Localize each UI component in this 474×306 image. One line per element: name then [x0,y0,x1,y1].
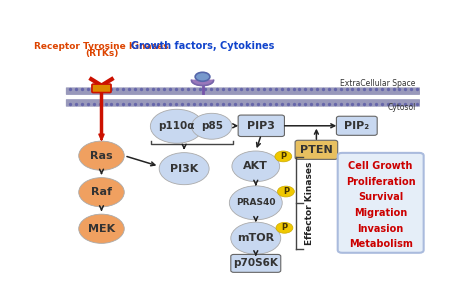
Text: p70S6K: p70S6K [233,258,278,268]
Circle shape [232,151,280,182]
Text: PI3K: PI3K [170,164,198,174]
Circle shape [276,222,293,233]
FancyBboxPatch shape [337,116,377,135]
Text: Ras: Ras [90,151,113,161]
Text: (RTKs): (RTKs) [85,49,118,58]
Text: P: P [283,187,289,196]
Circle shape [159,153,209,185]
Text: PIP₂: PIP₂ [344,121,369,131]
Text: AKT: AKT [243,161,268,171]
Text: PRAS40: PRAS40 [236,198,275,207]
Text: MEK: MEK [88,224,115,234]
Text: Growth factors, Cytokines: Growth factors, Cytokines [131,41,274,51]
FancyBboxPatch shape [92,84,111,92]
Circle shape [79,177,124,207]
Text: mTOR: mTOR [237,233,274,243]
Text: Cytosol: Cytosol [387,103,416,112]
Text: p110α: p110α [159,121,195,131]
FancyBboxPatch shape [238,115,284,136]
Text: Metabolism: Metabolism [349,239,413,249]
Text: Receptor Tyrosine Kinases: Receptor Tyrosine Kinases [34,42,169,51]
Ellipse shape [195,72,210,81]
Text: Invasion: Invasion [357,223,404,233]
FancyBboxPatch shape [66,99,420,107]
Text: P: P [282,223,288,232]
Circle shape [79,214,124,243]
Text: PTEN: PTEN [300,145,333,155]
Circle shape [150,109,203,143]
FancyBboxPatch shape [337,153,424,253]
Circle shape [229,186,282,220]
Text: PIP3: PIP3 [247,121,275,131]
Circle shape [79,141,124,170]
Text: ExtraCellular Space: ExtraCellular Space [340,79,416,88]
Circle shape [275,151,292,162]
Text: Proliferation: Proliferation [346,177,416,187]
Text: p85: p85 [201,121,223,131]
Text: Cell Growth: Cell Growth [348,161,413,171]
Text: P: P [280,152,286,161]
FancyBboxPatch shape [295,140,337,159]
Circle shape [231,222,281,254]
Text: Migration: Migration [354,208,407,218]
Circle shape [277,186,294,197]
Circle shape [191,113,232,139]
Text: Survival: Survival [358,192,403,202]
Text: Effector Kinases: Effector Kinases [305,161,313,244]
FancyBboxPatch shape [231,254,281,272]
Text: Raf: Raf [91,187,112,197]
FancyBboxPatch shape [66,88,420,95]
Polygon shape [191,80,213,85]
